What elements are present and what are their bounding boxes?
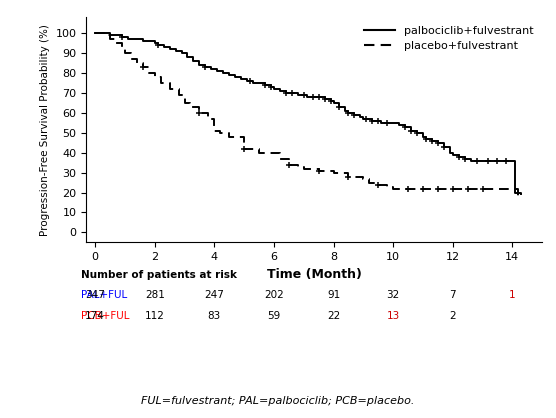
Y-axis label: Progression-Free Survival Probability (%): Progression-Free Survival Probability (%… <box>40 24 50 235</box>
Text: 112: 112 <box>145 311 165 321</box>
Text: 83: 83 <box>208 311 221 321</box>
Text: 202: 202 <box>264 290 284 300</box>
Text: PAL+FUL: PAL+FUL <box>81 290 127 300</box>
Text: 1: 1 <box>509 290 515 300</box>
Text: 247: 247 <box>205 290 224 300</box>
Text: 7: 7 <box>449 290 456 300</box>
X-axis label: Time (Month): Time (Month) <box>267 268 361 281</box>
Text: 281: 281 <box>145 290 165 300</box>
Text: 91: 91 <box>327 290 340 300</box>
Text: Number of patients at risk: Number of patients at risk <box>81 270 237 280</box>
Legend: palbociclib+fulvestrant, placebo+fulvestrant: palbociclib+fulvestrant, placebo+fulvest… <box>360 22 537 55</box>
Text: 32: 32 <box>386 290 400 300</box>
Text: FUL=fulvestrant; PAL=palbociclib; PCB=placebo.: FUL=fulvestrant; PAL=palbociclib; PCB=pl… <box>141 396 415 406</box>
Text: 22: 22 <box>327 311 340 321</box>
Text: 13: 13 <box>386 311 400 321</box>
Text: PCB+FUL: PCB+FUL <box>81 311 129 321</box>
Text: 347: 347 <box>85 290 105 300</box>
Text: 59: 59 <box>267 311 281 321</box>
Text: 2: 2 <box>449 311 456 321</box>
Text: 174: 174 <box>85 311 105 321</box>
